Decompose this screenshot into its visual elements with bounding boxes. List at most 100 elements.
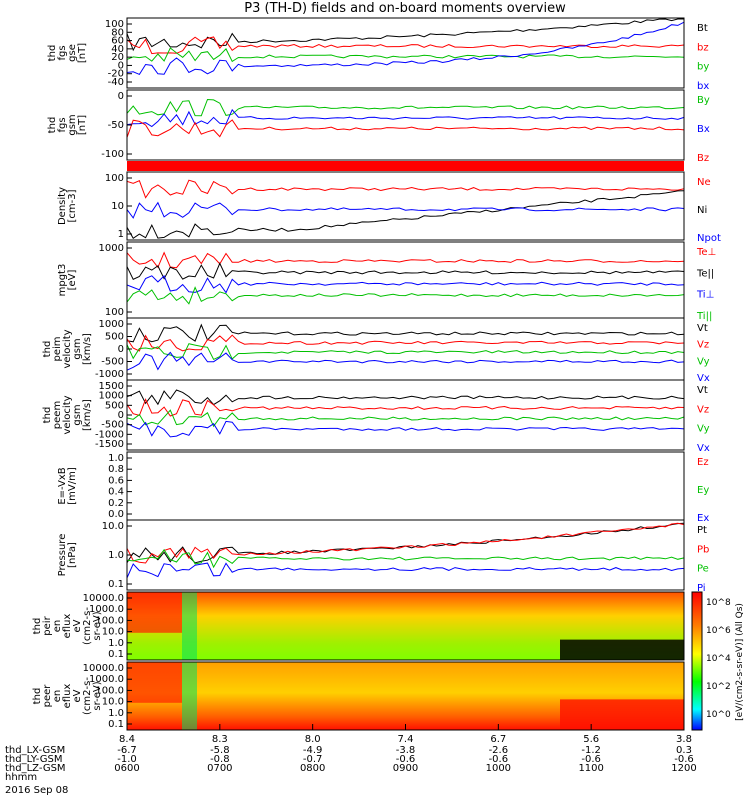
x-tick-label: 8.3 [212, 734, 228, 745]
legend-By: By [697, 95, 710, 106]
y-axis-label: eflux [62, 614, 73, 639]
x-row-value: -0.6 [396, 754, 416, 765]
legend-Vt: Vt [697, 385, 708, 396]
x-row-value: 0700 [207, 763, 232, 774]
x-row-value: -0.6 [674, 754, 694, 765]
y-axis-label: thd [42, 407, 53, 424]
panel-pressure [126, 519, 685, 591]
y-tick-label: 0.8 [108, 464, 124, 475]
y-tick-label: 100.0 [95, 685, 124, 696]
y-tick-label: 1500 [99, 381, 124, 392]
series-Pi [126, 562, 685, 579]
y-tick-label: 10.0 [102, 521, 124, 532]
panel-frame [126, 591, 685, 661]
y-tick-label: -500 [101, 357, 124, 368]
legend-Te||: Te|| [696, 268, 714, 279]
heatmap-patch [127, 662, 182, 703]
series-Vz [126, 334, 685, 352]
series-bz [126, 36, 685, 55]
plot-title: P3 (TH-D) fields and on-board moments ov… [244, 1, 566, 16]
colorbar-tick-label: 10^2 [706, 682, 731, 692]
y-tick-label: 0.1 [108, 719, 124, 730]
x-row-value: -0.6 [489, 754, 509, 765]
colorbar-tick-label: 10^0 [706, 710, 731, 720]
series-by [126, 47, 685, 63]
y-tick-label: -1000 [95, 429, 124, 440]
y-tick-label: 0.2 [108, 498, 124, 509]
series-Vy [126, 409, 685, 428]
legend-Vz: Vz [697, 404, 709, 415]
y-axis-label: peer [42, 684, 53, 708]
legend-Ey: Ey [697, 485, 709, 496]
legend-bz: bz [697, 42, 709, 53]
y-axis-label: velocity [62, 329, 73, 368]
y-tick-label: 1000.0 [89, 674, 124, 685]
y-tick-label: 100.0 [95, 615, 124, 626]
y-axis-label: [km/s] [82, 333, 93, 365]
panel-frame [126, 171, 685, 241]
series-Pb [126, 522, 685, 564]
y-tick-label: 20 [111, 52, 124, 63]
series-Bx [126, 108, 685, 128]
x-row-value: 1200 [671, 763, 696, 774]
y-axis-label: [nT] [77, 43, 88, 63]
x-row-label: thd_LY-GSM [5, 754, 62, 765]
legend-Vz: Vz [697, 340, 709, 351]
series-Vx [126, 351, 685, 371]
panel-frame [126, 317, 685, 381]
y-axis-label: [km/s] [82, 399, 93, 431]
y-axis-label: sr-eV) [92, 681, 103, 710]
y-tick-label: 1000 [99, 243, 124, 254]
panel-temp [126, 241, 685, 319]
y-tick-label: 0.1 [108, 649, 124, 660]
panel-fgs_gsm [126, 89, 685, 161]
colorbar [691, 591, 703, 731]
panel-frame [126, 17, 685, 89]
series-By [126, 98, 685, 117]
series-Te|| [126, 262, 685, 280]
y-axis-label: peim [52, 336, 63, 361]
heatmap-band [182, 662, 197, 730]
panel-peer [126, 661, 685, 731]
x-row-value: -1.2 [581, 745, 601, 756]
y-tick-label: 500 [105, 332, 124, 343]
y-tick-label: 0.0 [108, 509, 124, 520]
x-row-value: -2.6 [489, 745, 509, 756]
series-Te⊥ [126, 251, 685, 269]
legend-Bz: Bz [697, 153, 709, 164]
y-tick-label: 0 [118, 60, 124, 71]
colorbar-label: [eV/(cm2-s-sr-eV)] (All Qs) [735, 603, 745, 721]
y-tick-label: 1000 [99, 319, 124, 330]
legend-Vx: Vx [697, 373, 710, 384]
y-axis-label: fgs [57, 117, 68, 132]
series-Ti⊥ [126, 275, 685, 294]
series-bx [126, 21, 685, 76]
series-Vt [126, 389, 685, 406]
y-axis-label: en [52, 690, 63, 703]
y-axis-label: [eV] [67, 270, 78, 291]
y-axis-label: thd [32, 688, 43, 705]
y-axis-label: thd [47, 117, 58, 134]
y-axis-label: gse [67, 44, 78, 62]
legend-Ex: Ex [697, 513, 709, 524]
x-row-value: -6.7 [117, 745, 137, 756]
y-axis-label: [nPa] [67, 542, 78, 568]
x-row-label: thd_LZ-GSM [5, 763, 66, 774]
series-Vz [126, 398, 685, 417]
x-row-value: -4.9 [303, 745, 323, 756]
x-row-value: -0.7 [303, 754, 323, 765]
y-axis-label: [cm-3] [67, 189, 78, 222]
y-tick-label: 1.0 [108, 638, 124, 649]
y-tick-label: 1.0 [108, 453, 124, 464]
series-Npot [126, 201, 685, 219]
series-Ne [126, 179, 685, 199]
legend-Te⊥: Te⊥ [696, 247, 716, 258]
separator-bar [127, 161, 684, 171]
series-Vt [126, 323, 685, 343]
legend-Pe: Pe [697, 564, 709, 575]
x-tick-label: 6.7 [490, 734, 506, 745]
y-tick-label: 80 [111, 27, 124, 38]
series-Vy [126, 343, 685, 361]
